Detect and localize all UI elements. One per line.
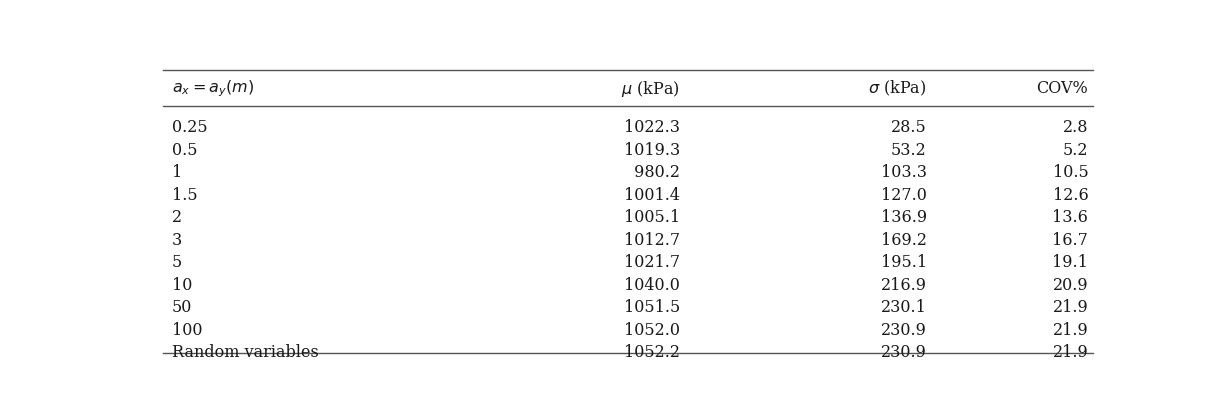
Text: 21.9: 21.9 — [1052, 298, 1088, 315]
Text: 1051.5: 1051.5 — [624, 298, 680, 315]
Text: 0.25: 0.25 — [172, 119, 208, 136]
Text: 5.2: 5.2 — [1063, 141, 1088, 158]
Text: 1052.2: 1052.2 — [624, 343, 680, 360]
Text: 216.9: 216.9 — [881, 276, 927, 293]
Text: $a_x = a_y(m)$: $a_x = a_y(m)$ — [172, 78, 255, 99]
Text: 53.2: 53.2 — [891, 141, 927, 158]
Text: 1040.0: 1040.0 — [625, 276, 680, 293]
Text: 136.9: 136.9 — [881, 209, 927, 226]
Text: 230.9: 230.9 — [881, 343, 927, 360]
Text: COV%: COV% — [1036, 80, 1088, 97]
Text: 1022.3: 1022.3 — [624, 119, 680, 136]
Text: 12.6: 12.6 — [1052, 186, 1088, 203]
Text: 980.2: 980.2 — [628, 164, 680, 181]
Text: 127.0: 127.0 — [881, 186, 927, 203]
Text: 10.5: 10.5 — [1052, 164, 1088, 181]
Text: 21.9: 21.9 — [1052, 343, 1088, 360]
Text: 21.9: 21.9 — [1052, 321, 1088, 338]
Text: 0.5: 0.5 — [172, 141, 197, 158]
Text: 5: 5 — [172, 254, 183, 271]
Text: 20.9: 20.9 — [1052, 276, 1088, 293]
Text: 10: 10 — [172, 276, 192, 293]
Text: Random variables: Random variables — [172, 343, 318, 360]
Text: 1: 1 — [172, 164, 183, 181]
Text: 2.8: 2.8 — [1063, 119, 1088, 136]
Text: 230.9: 230.9 — [881, 321, 927, 338]
Text: 100: 100 — [172, 321, 202, 338]
Text: 1052.0: 1052.0 — [624, 321, 680, 338]
Text: 1001.4: 1001.4 — [624, 186, 680, 203]
Text: 28.5: 28.5 — [891, 119, 927, 136]
Text: $\sigma$ (kPa): $\sigma$ (kPa) — [869, 79, 927, 98]
Text: 1021.7: 1021.7 — [624, 254, 680, 271]
Text: 103.3: 103.3 — [881, 164, 927, 181]
Text: 2: 2 — [172, 209, 183, 226]
Text: 50: 50 — [172, 298, 192, 315]
Text: 1005.1: 1005.1 — [624, 209, 680, 226]
Text: 1019.3: 1019.3 — [624, 141, 680, 158]
Text: 13.6: 13.6 — [1052, 209, 1088, 226]
Text: 19.1: 19.1 — [1052, 254, 1088, 271]
Text: $\mu$ (kPa): $\mu$ (kPa) — [621, 79, 680, 98]
Text: 1.5: 1.5 — [172, 186, 197, 203]
Text: 3: 3 — [172, 231, 183, 248]
Text: 1012.7: 1012.7 — [624, 231, 680, 248]
Text: 195.1: 195.1 — [881, 254, 927, 271]
Text: 16.7: 16.7 — [1052, 231, 1088, 248]
Text: 230.1: 230.1 — [881, 298, 927, 315]
Text: 169.2: 169.2 — [881, 231, 927, 248]
